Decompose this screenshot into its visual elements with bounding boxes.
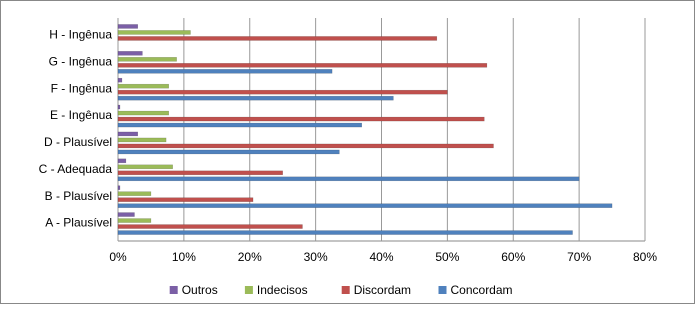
- bar: [117, 170, 283, 176]
- bar: [117, 122, 362, 128]
- bar: [117, 164, 173, 170]
- y-tick-label: C - Adequada: [39, 162, 113, 176]
- bar: [117, 51, 143, 56]
- legend-swatch: [244, 286, 253, 294]
- bar: [117, 218, 152, 223]
- bar: [117, 36, 438, 41]
- bar: [117, 77, 123, 83]
- bar: [117, 176, 580, 182]
- legend-label: Indecisos: [257, 283, 308, 297]
- x-tick-label: 0%: [109, 250, 127, 264]
- bar: [117, 24, 139, 29]
- x-tick-label: 30%: [304, 250, 328, 264]
- y-tick-label: E - Ingênua: [50, 108, 112, 122]
- legend-swatch: [169, 286, 178, 294]
- legend-swatch: [438, 286, 447, 294]
- bar: [117, 149, 340, 155]
- legend-swatch: [341, 286, 350, 294]
- bar: [117, 104, 121, 110]
- bar: [117, 203, 613, 208]
- bar: [117, 95, 394, 101]
- bar: [117, 197, 254, 202]
- y-tick-label: F - Ingênua: [51, 81, 113, 95]
- bar: [117, 89, 448, 95]
- bar: [117, 30, 191, 35]
- bar: [117, 69, 333, 74]
- bar: [117, 110, 169, 116]
- legend-label: Concordam: [451, 283, 513, 297]
- bar: [117, 137, 167, 143]
- legend-label: Discordam: [354, 283, 411, 297]
- legend-label: Outros: [182, 283, 218, 297]
- y-tick-label: A - Plausível: [45, 216, 112, 230]
- y-tick-label: D - Plausível: [44, 135, 112, 149]
- x-tick-label: 50%: [435, 250, 459, 264]
- y-tick-label: H - Ingênua: [49, 28, 112, 42]
- x-tick-label: 40%: [369, 250, 393, 264]
- bar: [117, 230, 573, 235]
- y-tick-label: B - Plausível: [45, 189, 112, 203]
- y-tick-label: G - Ingênua: [49, 54, 113, 68]
- bar: [117, 158, 127, 164]
- bar: [117, 83, 169, 89]
- x-tick-label: 70%: [567, 250, 591, 264]
- x-tick-label: 10%: [172, 250, 196, 264]
- bar: [117, 116, 485, 122]
- bar: [117, 185, 121, 190]
- bar: [117, 143, 494, 149]
- x-tick-label: 80%: [633, 250, 657, 264]
- bar: [117, 57, 177, 62]
- bar: [117, 224, 303, 229]
- x-tick-label: 20%: [238, 250, 262, 264]
- bar: [117, 191, 152, 196]
- bar: [117, 131, 139, 137]
- bar: [117, 212, 135, 217]
- bar: [117, 63, 488, 68]
- x-tick-label: 60%: [501, 250, 525, 264]
